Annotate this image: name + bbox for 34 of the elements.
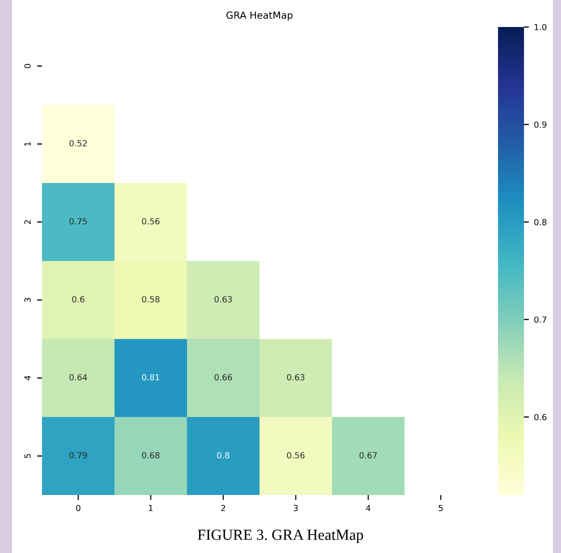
data-label: 0.68	[142, 452, 160, 458]
y-tick-label: 0	[24, 64, 31, 68]
y-tick-label: 5	[24, 454, 31, 458]
data-label: 0.8	[217, 452, 230, 458]
x-tick-label: 3	[294, 504, 298, 512]
color-bar-label: 0.8	[534, 218, 546, 226]
color-bar-label: 1.0	[534, 24, 546, 30]
data-label: 0.52	[70, 140, 87, 146]
data-label: 0.66	[214, 374, 232, 380]
color-bar-label: 0.7	[534, 316, 546, 323]
data-label: 0.79	[70, 452, 87, 458]
y-tick-label: 2	[24, 220, 31, 224]
chart-title: GRA HeatMap	[226, 11, 293, 21]
caption: FIGURE 3. GRA HeatMap	[198, 530, 364, 544]
y-tick-label: 1	[24, 142, 31, 146]
data-label: 0.63	[287, 374, 304, 380]
data-label: 0.56	[287, 452, 305, 458]
x-tick-label: 1	[149, 504, 153, 512]
color-bar-label: 0.6	[534, 414, 546, 420]
data-label: 0.81	[142, 374, 160, 380]
y-tick-label: 3	[24, 298, 31, 302]
x-tick-label: 4	[366, 504, 370, 512]
x-tick-label: 2	[221, 504, 226, 512]
x-tick-label: 5	[438, 504, 443, 512]
data-label: 0.64	[70, 374, 88, 380]
x-tick-label: 0	[76, 504, 80, 512]
y-tick-label: 4	[24, 376, 31, 380]
color-bar-label: 0.9	[534, 121, 546, 128]
data-label: 0.67	[360, 452, 377, 458]
data-label: 0.58	[142, 296, 160, 302]
data-label: 0.56	[142, 218, 160, 224]
data-label: 0.75	[70, 218, 87, 224]
data-label: 0.6	[72, 296, 84, 302]
data-label: 0.63	[214, 296, 232, 302]
